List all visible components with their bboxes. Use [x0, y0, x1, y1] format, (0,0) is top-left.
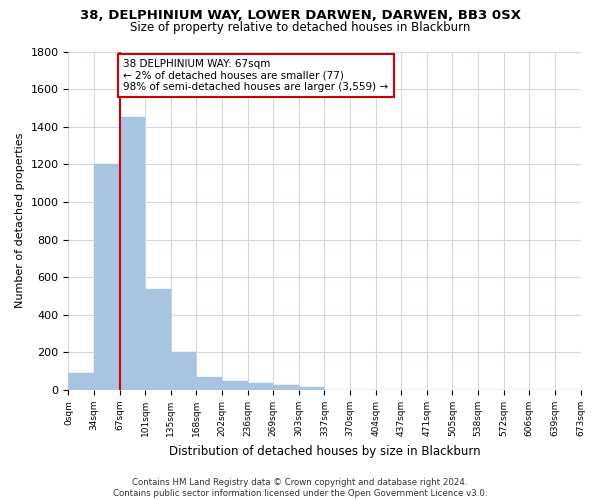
X-axis label: Distribution of detached houses by size in Blackburn: Distribution of detached houses by size … [169, 444, 480, 458]
Bar [171, 352, 196, 390]
Bar [196, 378, 222, 390]
Bar [145, 290, 171, 390]
Bar [248, 384, 273, 390]
Bar [119, 118, 145, 390]
Text: Contains HM Land Registry data © Crown copyright and database right 2024.
Contai: Contains HM Land Registry data © Crown c… [113, 478, 487, 498]
Bar [68, 373, 94, 390]
Text: 38, DELPHINIUM WAY, LOWER DARWEN, DARWEN, BB3 0SX: 38, DELPHINIUM WAY, LOWER DARWEN, DARWEN… [79, 9, 521, 22]
Bar [299, 387, 325, 390]
Text: 38 DELPHINIUM WAY: 67sqm
← 2% of detached houses are smaller (77)
98% of semi-de: 38 DELPHINIUM WAY: 67sqm ← 2% of detache… [124, 59, 389, 92]
Y-axis label: Number of detached properties: Number of detached properties [15, 133, 25, 308]
Bar [273, 386, 299, 390]
Text: Size of property relative to detached houses in Blackburn: Size of property relative to detached ho… [130, 21, 470, 34]
Bar [94, 164, 119, 390]
Bar [222, 381, 248, 390]
